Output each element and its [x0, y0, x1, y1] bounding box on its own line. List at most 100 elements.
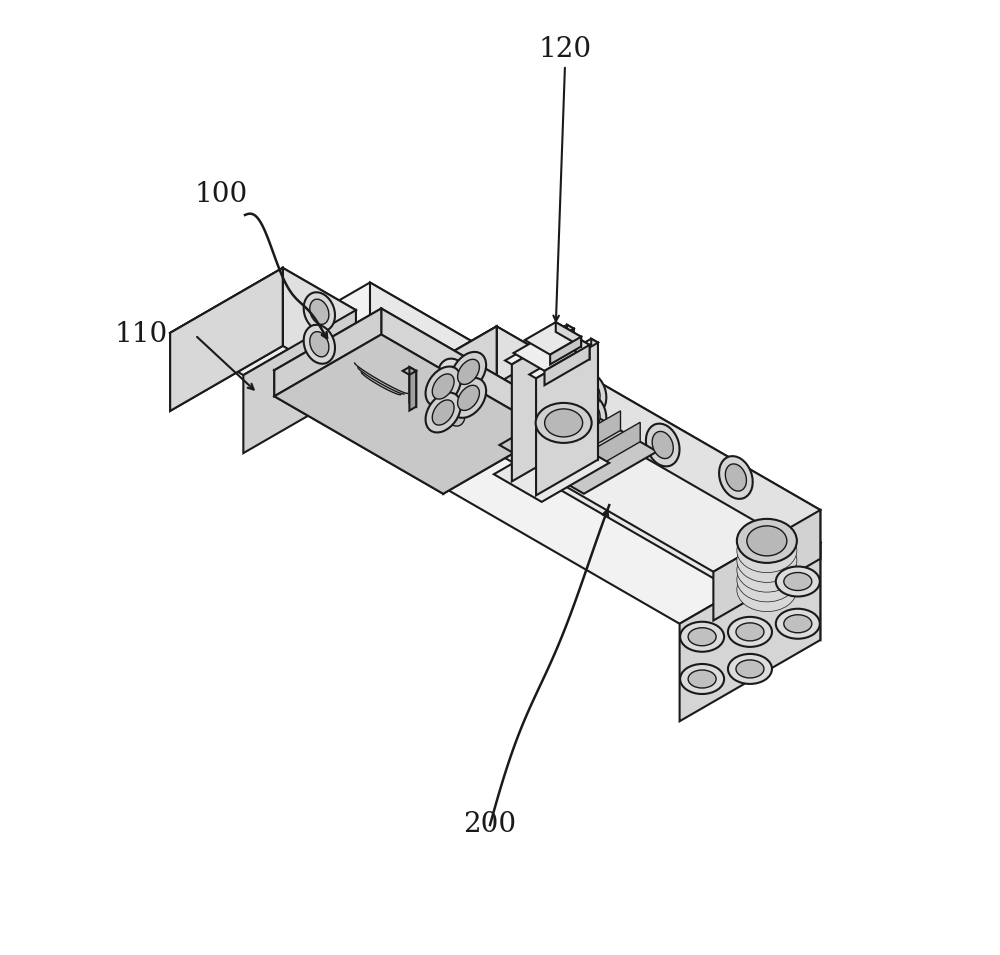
Ellipse shape	[776, 608, 820, 639]
Ellipse shape	[426, 367, 461, 407]
Polygon shape	[556, 322, 581, 347]
Ellipse shape	[680, 622, 724, 651]
Polygon shape	[525, 322, 581, 354]
Ellipse shape	[736, 660, 764, 678]
Ellipse shape	[737, 558, 797, 602]
Ellipse shape	[444, 399, 465, 426]
Ellipse shape	[680, 664, 724, 694]
Polygon shape	[575, 411, 587, 417]
Text: 200: 200	[463, 812, 517, 838]
Ellipse shape	[736, 623, 764, 641]
Ellipse shape	[451, 378, 486, 418]
Polygon shape	[274, 334, 550, 494]
Polygon shape	[170, 267, 356, 375]
Ellipse shape	[458, 385, 479, 411]
Polygon shape	[559, 327, 590, 359]
Ellipse shape	[451, 351, 486, 392]
Ellipse shape	[438, 359, 471, 401]
Polygon shape	[229, 283, 820, 624]
Polygon shape	[409, 371, 416, 411]
Polygon shape	[401, 327, 497, 450]
Polygon shape	[499, 403, 657, 494]
Ellipse shape	[579, 379, 600, 407]
Ellipse shape	[688, 627, 716, 646]
Polygon shape	[550, 337, 581, 365]
Ellipse shape	[438, 392, 471, 434]
Ellipse shape	[573, 371, 606, 414]
Polygon shape	[283, 267, 356, 388]
Polygon shape	[581, 411, 587, 436]
Ellipse shape	[784, 615, 812, 633]
Polygon shape	[591, 339, 598, 459]
Ellipse shape	[573, 393, 606, 435]
Text: 100: 100	[195, 181, 248, 208]
Polygon shape	[529, 339, 598, 378]
Ellipse shape	[536, 403, 592, 443]
Ellipse shape	[737, 548, 797, 592]
Ellipse shape	[522, 424, 556, 466]
Polygon shape	[443, 354, 550, 464]
Ellipse shape	[728, 654, 772, 684]
Ellipse shape	[737, 529, 797, 573]
Ellipse shape	[737, 519, 797, 562]
Ellipse shape	[719, 456, 753, 499]
Ellipse shape	[776, 566, 820, 597]
Polygon shape	[497, 327, 546, 423]
Ellipse shape	[545, 409, 583, 436]
Ellipse shape	[737, 567, 797, 611]
Polygon shape	[443, 406, 550, 494]
Polygon shape	[713, 510, 820, 621]
Polygon shape	[170, 267, 283, 411]
Ellipse shape	[310, 331, 329, 357]
Ellipse shape	[426, 393, 461, 433]
Ellipse shape	[458, 359, 479, 385]
Ellipse shape	[304, 325, 335, 364]
Polygon shape	[274, 308, 381, 396]
Polygon shape	[547, 411, 620, 473]
Polygon shape	[381, 308, 550, 432]
Polygon shape	[370, 283, 820, 640]
Text: 120: 120	[538, 36, 592, 63]
Ellipse shape	[737, 519, 797, 562]
Polygon shape	[522, 396, 595, 458]
Ellipse shape	[444, 367, 465, 393]
Polygon shape	[545, 345, 590, 385]
Ellipse shape	[304, 292, 335, 331]
Polygon shape	[567, 422, 640, 484]
Polygon shape	[274, 308, 550, 468]
Ellipse shape	[725, 464, 746, 491]
Polygon shape	[243, 310, 356, 453]
Polygon shape	[505, 325, 574, 365]
Polygon shape	[443, 354, 550, 464]
Ellipse shape	[471, 410, 511, 438]
Text: 110: 110	[115, 322, 168, 349]
Polygon shape	[170, 267, 283, 411]
Ellipse shape	[737, 539, 797, 583]
Polygon shape	[550, 354, 820, 559]
Polygon shape	[403, 367, 416, 374]
Polygon shape	[443, 354, 820, 572]
Polygon shape	[536, 343, 598, 496]
Ellipse shape	[784, 572, 812, 590]
Polygon shape	[680, 542, 820, 721]
Polygon shape	[512, 329, 574, 481]
Ellipse shape	[728, 617, 772, 647]
Polygon shape	[567, 325, 574, 446]
Polygon shape	[274, 371, 443, 494]
Ellipse shape	[747, 526, 787, 556]
Ellipse shape	[646, 424, 680, 466]
Ellipse shape	[432, 374, 454, 399]
Ellipse shape	[310, 299, 329, 325]
Polygon shape	[514, 327, 590, 371]
Polygon shape	[450, 355, 546, 478]
Ellipse shape	[528, 432, 549, 458]
Polygon shape	[494, 435, 609, 502]
Polygon shape	[401, 327, 546, 411]
Polygon shape	[581, 414, 587, 440]
Polygon shape	[401, 327, 497, 450]
Polygon shape	[409, 367, 416, 407]
Ellipse shape	[688, 670, 716, 688]
Ellipse shape	[579, 400, 600, 428]
Ellipse shape	[432, 400, 454, 425]
Ellipse shape	[652, 432, 673, 458]
